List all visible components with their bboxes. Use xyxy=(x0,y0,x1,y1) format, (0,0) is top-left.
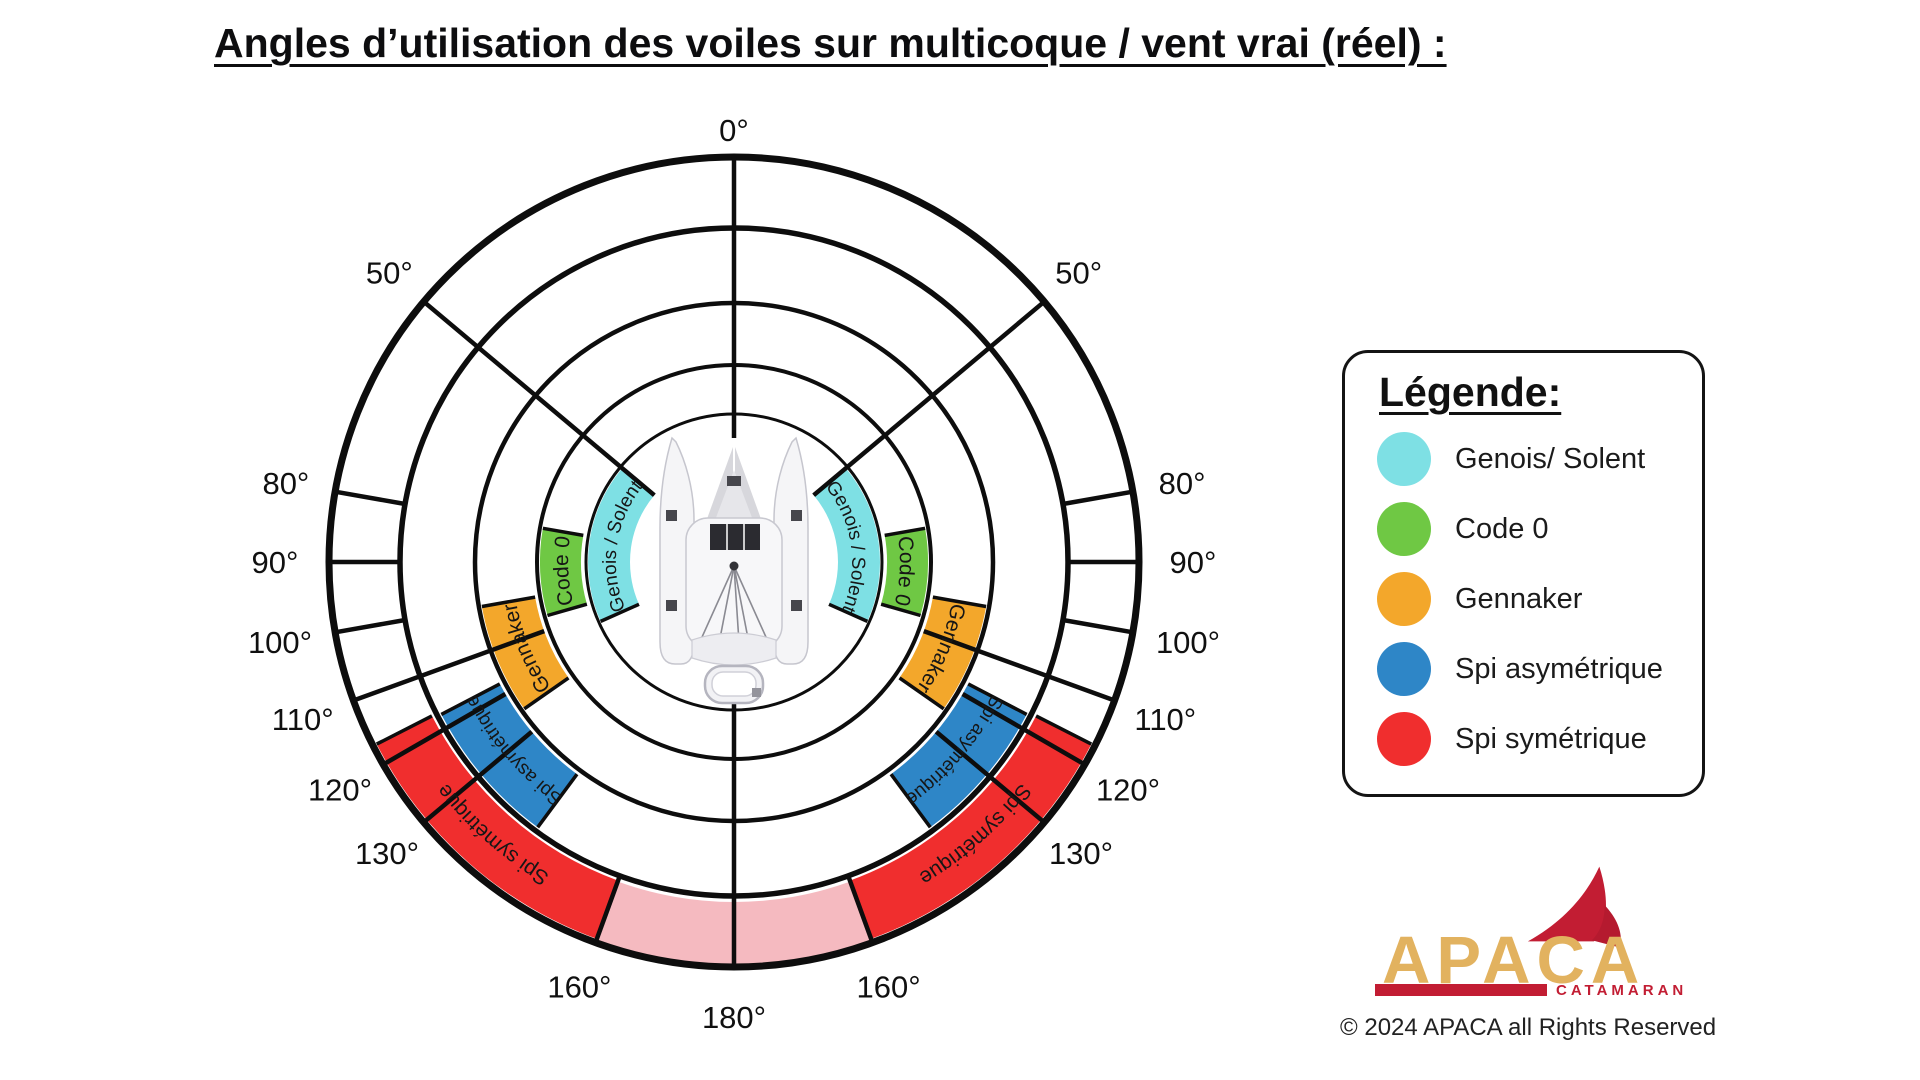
band-edge xyxy=(536,773,579,829)
legend-item-label: Genois/ Solent xyxy=(1455,442,1646,475)
copyright-text: © 2024 APACA all Rights Reserved xyxy=(1340,1014,1717,1041)
grid-radial-110 xyxy=(923,628,1116,703)
grid-radial-80 xyxy=(334,489,406,507)
band-edge xyxy=(884,526,926,538)
grid-radial-130 xyxy=(422,729,534,825)
grid-radial-110 xyxy=(352,628,545,703)
legend-item-genois-solent: Genois/ Solent xyxy=(1377,432,1702,486)
logo-underline-bar xyxy=(1375,984,1547,996)
code-0-color-dot xyxy=(1377,502,1431,556)
band-spi-symetrique-starboard xyxy=(849,715,1092,939)
grid-radial-130 xyxy=(934,729,1046,825)
band-genois-solent-port xyxy=(588,468,655,622)
band-code-0-port xyxy=(539,528,587,616)
grid-radial-100 xyxy=(334,617,406,635)
angle-label-160: 160° xyxy=(547,970,611,1005)
grid-radial-80 xyxy=(1062,489,1134,507)
angle-label-50: 50° xyxy=(366,256,413,291)
angle-label-80: 80° xyxy=(262,466,309,501)
angle-label-90: 90° xyxy=(252,545,299,580)
band-edge xyxy=(880,602,921,618)
band-edge xyxy=(967,682,1028,716)
band-edge xyxy=(898,676,945,711)
band-spi-symetrique-port xyxy=(376,715,619,939)
legend-item-spi-asymetrique: Spi asymétrique xyxy=(1377,642,1702,696)
sail-logo-icon xyxy=(1527,866,1622,948)
grid-radial-50 xyxy=(422,299,656,497)
band-genois-solent-starboard xyxy=(813,468,880,622)
angle-label-130: 130° xyxy=(355,836,419,871)
grid-radial-50 xyxy=(812,299,1046,497)
page-title: Angles d’utilisation des voiles sur mult… xyxy=(214,20,1447,66)
angle-label-160: 160° xyxy=(857,970,921,1005)
legend-item-label: Spi symétrique xyxy=(1455,722,1647,755)
band-gennaker-port xyxy=(481,597,569,709)
genois-solent-color-dot xyxy=(1377,432,1431,486)
band-edge xyxy=(599,602,640,623)
band-edge xyxy=(440,682,501,716)
angle-label-120: 120° xyxy=(1096,773,1160,808)
angle-label-110: 110° xyxy=(1134,702,1196,737)
band-edge xyxy=(595,879,620,940)
band-edge xyxy=(481,595,536,609)
band-gennaker-starboard xyxy=(899,597,987,709)
legend-item-code-0: Code 0 xyxy=(1377,502,1702,556)
grid-radial-120 xyxy=(961,692,1086,767)
sail-bands-layer xyxy=(376,468,1092,965)
band-edge xyxy=(375,714,433,746)
angle-label-100: 100° xyxy=(248,625,312,660)
band-code-0-starboard xyxy=(881,528,929,616)
angle-label-0: 0° xyxy=(719,113,749,148)
logo-subtext: CATAMARAN xyxy=(1556,982,1688,999)
spi-asymetrique-color-dot xyxy=(1377,642,1431,696)
grid-radial-120 xyxy=(382,692,507,767)
angle-label-100: 100° xyxy=(1156,625,1220,660)
band-edge xyxy=(848,879,873,940)
catamaran-top-view-image xyxy=(659,436,809,705)
legend-item-gennaker: Gennaker xyxy=(1377,572,1702,626)
grid-radial-100 xyxy=(1062,617,1134,635)
angle-label-120: 120° xyxy=(308,773,372,808)
band-edge xyxy=(812,466,847,497)
angle-label-50: 50° xyxy=(1055,256,1102,291)
legend-heading: Légende: xyxy=(1379,369,1562,415)
angle-label-130: 130° xyxy=(1049,836,1113,871)
band-edge xyxy=(542,526,584,538)
band-edge xyxy=(547,602,588,618)
legend-item-label: Gennaker xyxy=(1455,582,1583,615)
legend-item-spi-symetrique: Spi symétrique xyxy=(1377,712,1702,766)
legend-item-label: Spi asymétrique xyxy=(1455,652,1663,685)
band-edge xyxy=(828,602,869,623)
band-edge xyxy=(1035,714,1093,746)
angle-label-110: 110° xyxy=(272,702,334,737)
brand-block: APACA CATAMARAN © 2024 APACA all Rights … xyxy=(1340,856,1720,1056)
band-edge xyxy=(523,676,570,711)
angle-label-180: 180° xyxy=(702,1000,766,1035)
angle-label-90: 90° xyxy=(1170,545,1217,580)
angle-label-80: 80° xyxy=(1159,466,1206,501)
band-spi-asymetrique-starboard xyxy=(891,683,1027,828)
band-edge xyxy=(889,773,932,829)
gennaker-color-dot xyxy=(1377,572,1431,626)
band-spi-asymetrique-port xyxy=(441,683,577,828)
legend-item-label: Code 0 xyxy=(1455,512,1549,545)
band-edge xyxy=(932,595,987,609)
band-edge xyxy=(621,466,656,497)
polar-grid-layer xyxy=(325,153,1143,971)
spi-symetrique-color-dot xyxy=(1377,712,1431,766)
legend: Légende: Genois/ Solent Code 0 Gennaker Spi… xyxy=(1342,350,1705,797)
